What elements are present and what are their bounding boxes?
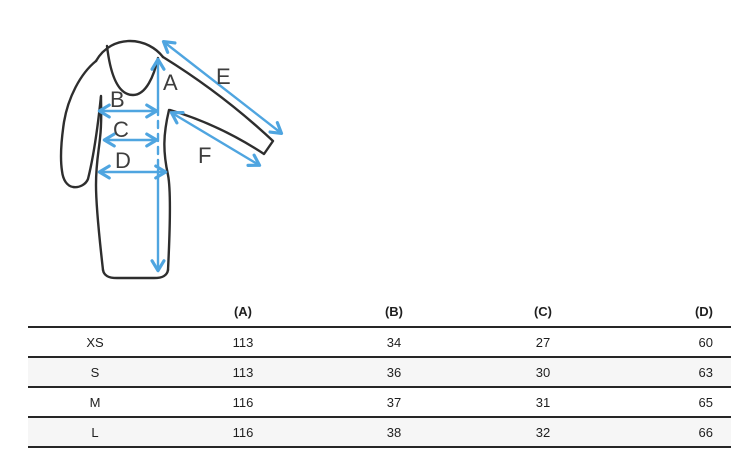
value-d: 65 bbox=[698, 394, 713, 410]
value-a: 113 bbox=[232, 334, 254, 350]
table-row-m: M 116 37 31 65 bbox=[28, 387, 731, 417]
measure-label-c: C bbox=[113, 117, 129, 142]
value-a: 116 bbox=[232, 394, 254, 410]
value-c: 31 bbox=[535, 394, 551, 410]
table-row-l: L 116 38 32 66 bbox=[28, 417, 731, 447]
value-d: 63 bbox=[698, 364, 713, 380]
size-label: S bbox=[90, 364, 100, 380]
garment-measurement-diagram: A B C D E F bbox=[0, 0, 340, 300]
measure-label-f: F bbox=[198, 143, 211, 168]
right-side-seam bbox=[163, 108, 172, 272]
dress-diagram-svg: A B C D E F bbox=[59, 39, 284, 280]
value-d: 60 bbox=[698, 334, 713, 350]
header-size bbox=[28, 297, 162, 328]
value-a: 113 bbox=[232, 364, 254, 380]
value-b: 37 bbox=[386, 394, 402, 410]
measurement-labels: A B C D E F bbox=[110, 64, 231, 173]
table-row-s: S 113 36 30 63 bbox=[28, 357, 731, 387]
measure-label-b: B bbox=[110, 87, 125, 112]
measure-label-a: A bbox=[163, 70, 178, 95]
neckline bbox=[105, 44, 160, 97]
value-b: 36 bbox=[386, 364, 402, 380]
header-col-a: (A) bbox=[162, 297, 324, 328]
table-row-xs: XS 113 34 27 60 bbox=[28, 327, 731, 357]
value-c: 27 bbox=[535, 334, 551, 350]
size-table-section: (A) (B) (C) (D) XS 113 34 27 60 S 113 36 bbox=[28, 297, 731, 448]
header-col-c: (C) bbox=[464, 297, 622, 328]
value-a: 116 bbox=[232, 424, 254, 440]
measure-arrow-e bbox=[161, 40, 284, 135]
shoulder-top-line bbox=[94, 39, 165, 63]
value-d: 66 bbox=[698, 424, 713, 440]
size-table-header-row: (A) (B) (C) (D) bbox=[28, 297, 731, 328]
size-label: XS bbox=[86, 334, 104, 350]
header-col-d: (D) bbox=[622, 297, 731, 328]
measurement-arrows bbox=[97, 40, 284, 273]
value-b: 38 bbox=[386, 424, 402, 440]
value-c: 30 bbox=[535, 364, 551, 380]
size-label: M bbox=[89, 394, 101, 410]
header-col-b: (B) bbox=[324, 297, 464, 328]
size-table: (A) (B) (C) (D) XS 113 34 27 60 S 113 36 bbox=[28, 297, 731, 448]
measure-label-e: E bbox=[216, 64, 231, 89]
size-label: L bbox=[91, 424, 99, 440]
measure-arrow-f bbox=[169, 111, 262, 167]
value-c: 32 bbox=[535, 424, 551, 440]
left-sleeve bbox=[59, 59, 103, 189]
measure-label-d: D bbox=[115, 148, 131, 173]
hem bbox=[101, 268, 170, 280]
value-b: 34 bbox=[386, 334, 402, 350]
